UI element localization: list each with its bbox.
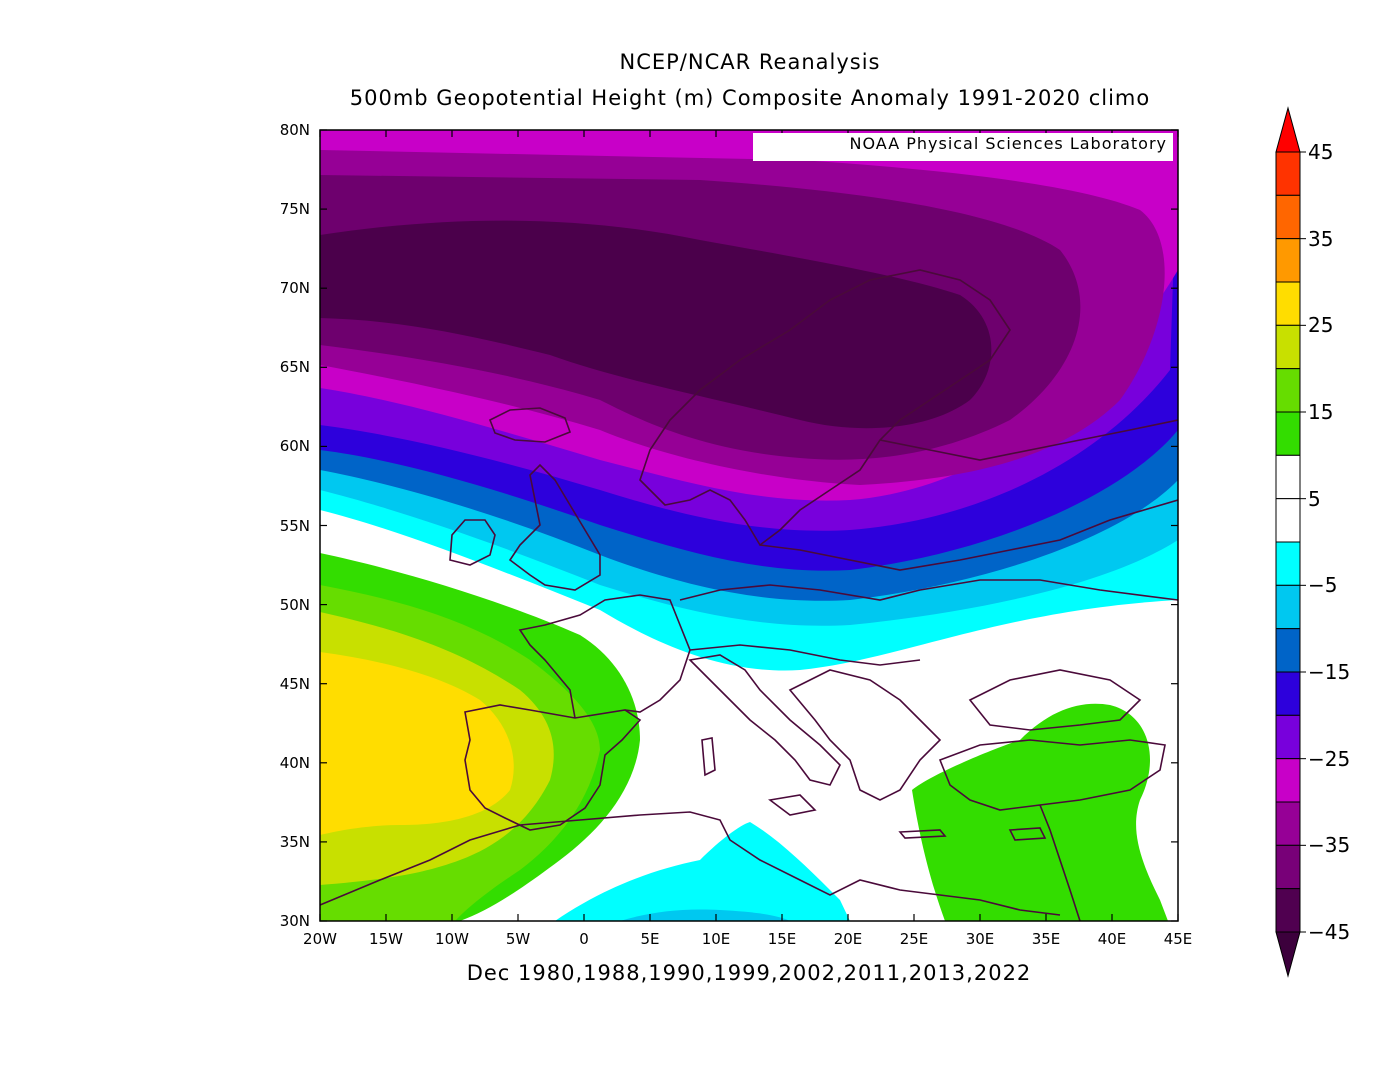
colorbar-swatch <box>1275 888 1301 933</box>
lon-tick-label: 0 <box>579 930 589 948</box>
lat-tick-label: 35N <box>279 832 310 851</box>
colorbar-swatch <box>1275 758 1301 803</box>
lat-tick-label: 40N <box>279 753 310 772</box>
coastlines <box>320 269 1178 921</box>
chart-subtitle: 500mb Geopotential Height (m) Composite … <box>349 86 1151 110</box>
lon-tick-label: 45E <box>1163 930 1193 948</box>
colorbar-swatch <box>1275 194 1301 240</box>
contour-fields <box>320 130 1178 921</box>
colorbar-swatch <box>1275 541 1301 586</box>
colorbar-swatch <box>1275 411 1301 456</box>
colorbar-top-arrow <box>1275 106 1301 153</box>
band-p25-west <box>320 652 514 835</box>
band-m45 <box>320 220 992 429</box>
lon-tick-label: 20E <box>833 930 863 948</box>
lon-tick-label: 25E <box>899 930 929 948</box>
chart-title: NCEP/NCAR Reanalysis <box>619 50 881 74</box>
colorbar-label: −45 <box>1308 920 1351 944</box>
lat-tick-label: 50N <box>279 595 310 614</box>
colorbar-label: 45 <box>1308 140 1334 164</box>
colorbar-label: 35 <box>1308 226 1334 251</box>
colorbar-label: −35 <box>1308 833 1351 858</box>
colorbar-label: 25 <box>1308 313 1334 338</box>
colorbar-swatch <box>1275 238 1301 283</box>
colorbar-bottom-arrow <box>1275 931 1301 978</box>
lat-tick-label: 75N <box>279 200 310 219</box>
lon-tick-label: 15E <box>767 930 797 948</box>
lon-tick-label: 35E <box>1031 930 1061 948</box>
colorbar-swatch <box>1275 324 1301 370</box>
colorbar-swatch <box>1275 844 1301 890</box>
lat-tick-label: 65N <box>279 358 310 377</box>
lat-tick-label: 60N <box>279 437 310 456</box>
colorbar-swatch <box>1275 584 1301 630</box>
colorbar-swatch <box>1275 368 1301 413</box>
lat-tick-label: 55N <box>279 516 310 535</box>
lat-tick-label: 30N <box>279 912 310 930</box>
x-axis-label: Dec 1980,1988,1990,1999,2002,2011,2013,2… <box>466 961 1032 985</box>
lon-tick-label: 5W <box>505 930 531 948</box>
credit-label: NOAA Physical Sciences Laboratory <box>753 133 1173 161</box>
band-m10-south <box>620 909 790 921</box>
colorbar-swatch <box>1275 671 1301 716</box>
lon-tick-label: 10E <box>701 930 731 948</box>
colorbar-label: 15 <box>1308 400 1334 424</box>
lat-tick-label: 70N <box>279 279 310 298</box>
lat-tick-label: 80N <box>279 121 310 139</box>
colorbar-swatch <box>1275 281 1301 326</box>
lon-tick-label: 40E <box>1097 930 1127 948</box>
lon-tick-label: 20W <box>303 930 337 948</box>
colorbar-swatch <box>1275 628 1301 673</box>
lon-tick-label: 15W <box>369 930 403 948</box>
band-p10-east <box>912 703 1168 921</box>
colorbar-swatch <box>1275 801 1301 846</box>
colorbar-label: −25 <box>1308 746 1351 771</box>
colorbar-label: −5 <box>1308 573 1338 598</box>
colorbar-label: 5 <box>1308 486 1321 511</box>
lon-tick-label: 10W <box>435 930 469 948</box>
colorbar-swatch <box>1275 151 1301 196</box>
lon-tick-label: 30E <box>965 930 995 948</box>
colorbar-swatch <box>1275 454 1301 500</box>
colorbar-swatch <box>1275 498 1301 543</box>
colorbar-swatch <box>1275 714 1301 760</box>
lon-tick-label: 5E <box>640 930 660 948</box>
colorbar-label: −15 <box>1308 660 1351 684</box>
colorbar <box>1275 106 1306 978</box>
band-m5-south <box>555 822 850 921</box>
lat-tick-label: 45N <box>279 674 310 693</box>
